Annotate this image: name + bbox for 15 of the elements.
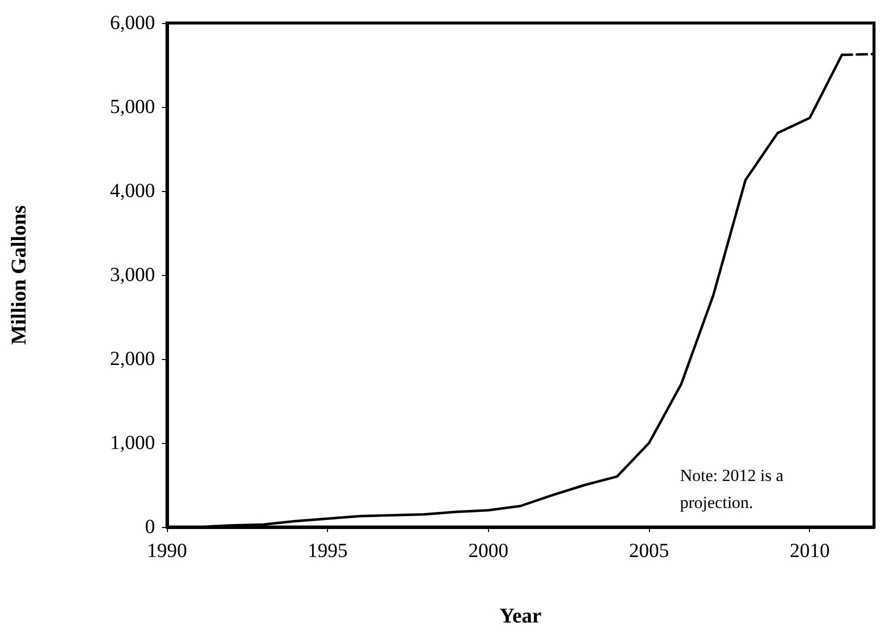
annotation: Note: 2012 is a projection. <box>680 466 788 512</box>
x-tick-label: 2010 <box>790 540 830 562</box>
y-tick-label: 2,000 <box>110 348 155 370</box>
x-tick-label: 1995 <box>308 540 348 562</box>
y-tick-label: 1,000 <box>110 432 155 454</box>
y-tick-label: 3,000 <box>110 264 155 286</box>
y-tick-label: 6,000 <box>110 12 155 34</box>
y-tick-label: 0 <box>145 516 155 538</box>
y-tick-label: 4,000 <box>110 180 155 202</box>
x-tick-label: 1990 <box>147 540 187 562</box>
x-tick-label: 2000 <box>468 540 508 562</box>
x-axis-title: Year <box>500 604 542 628</box>
y-axis-title: Million Gallons <box>6 205 30 345</box>
x-tick-label: 2005 <box>629 540 670 562</box>
y-tick-label: 5,000 <box>110 96 155 118</box>
